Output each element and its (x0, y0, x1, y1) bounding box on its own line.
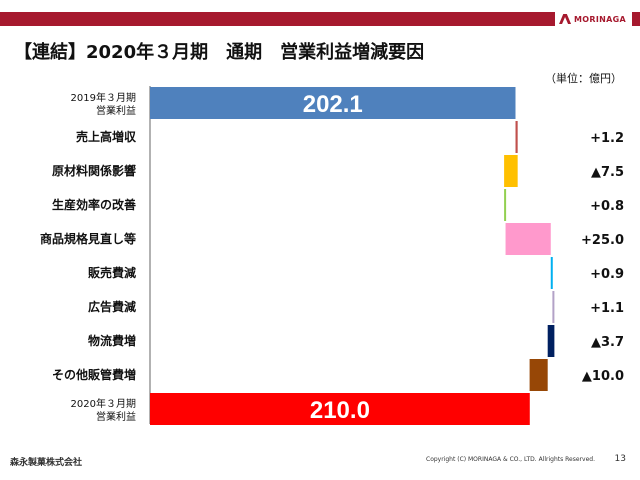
footer-company: 森永製菓株式会社 (10, 458, 83, 468)
category-label-9: 2020年３月期営業利益 (71, 397, 136, 423)
value-label-5: +0.9 (590, 267, 624, 282)
category-label-6: 広告費減 (88, 299, 136, 314)
value-label-4: +25.0 (581, 233, 624, 248)
category-label-3: 生産効率の改善 (52, 197, 136, 212)
bar-5 (550, 257, 553, 289)
value-label-3: +0.8 (590, 199, 624, 214)
value-label-2: ▲7.5 (591, 165, 624, 180)
bar-3 (504, 189, 507, 221)
value-label-7: ▲3.7 (591, 335, 624, 350)
value-label-8: ▲10.0 (582, 369, 624, 384)
value-label-9: 210.0 (310, 397, 370, 424)
page-number: 13 (614, 454, 626, 464)
bar-1 (515, 121, 518, 153)
category-label-7: 物流費増 (88, 333, 136, 348)
category-label-4: 商品規格見直し等 (40, 231, 136, 246)
value-label-1: +1.2 (590, 131, 624, 146)
header-bar (0, 12, 640, 26)
bar-0 (150, 87, 516, 119)
company-logo: MORINAGA (555, 12, 632, 26)
unit-label: （単位：億円） (545, 72, 622, 85)
bar-8 (529, 359, 548, 391)
category-label-0: 2019年３月期営業利益 (71, 91, 136, 117)
bar-9 (150, 393, 530, 425)
slide-title: 【連結】2020年３月期 通期 営業利益増減要因 (14, 42, 425, 63)
bar-4 (505, 223, 551, 255)
value-label-0: 202.1 (303, 91, 363, 118)
value-label-6: +1.1 (590, 301, 624, 316)
category-label-1: 売上高増収 (76, 129, 137, 144)
category-label-8: その他販管費増 (52, 367, 136, 382)
category-label-5: 販売費減 (88, 265, 136, 280)
footer-copyright: Copyright (C) MORINAGA & CO., LTD. Allri… (426, 456, 595, 463)
logo-text: MORINAGA (574, 14, 626, 24)
bar-7 (547, 325, 555, 357)
category-label-2: 原材料関係影響 (52, 163, 136, 178)
bar-6 (552, 291, 555, 323)
bar-2 (504, 155, 518, 187)
